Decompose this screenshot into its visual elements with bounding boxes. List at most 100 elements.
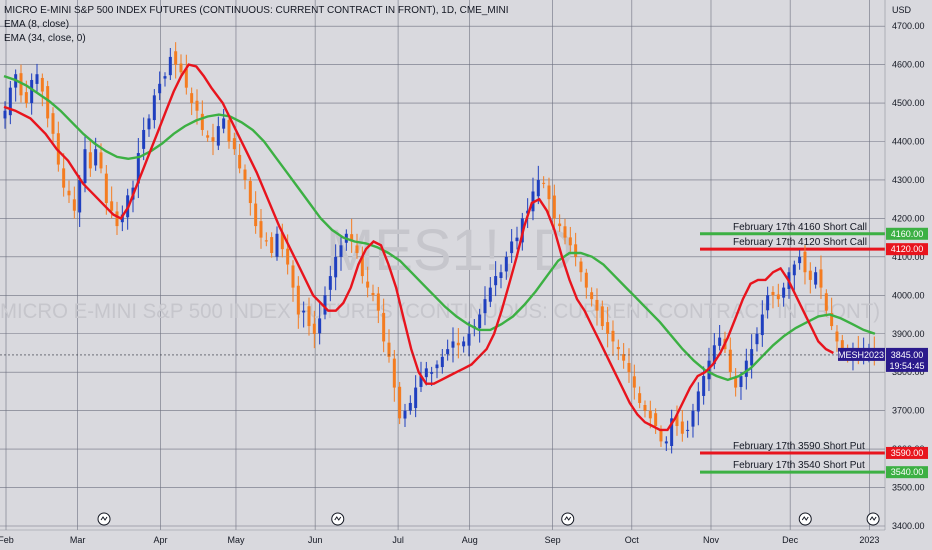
candle-body [782,287,786,298]
candle-body [456,342,460,346]
candle-body [622,354,626,361]
candle-body [638,393,642,403]
candle-body [216,126,220,146]
candle-body [248,180,252,204]
candle-body [430,372,434,374]
time-axis[interactable]: Feb Mar Apr May Jun Jul Aug Sep Oct Nov Dec 2023 [0,535,879,545]
price-tick-label: 4700.00 [892,21,925,31]
candle-body [686,429,690,431]
event-glyph-icon [564,516,572,521]
candle-body [702,376,706,396]
candle-body [392,358,396,388]
time-tick-label: May [227,535,245,545]
candle-body [728,349,732,373]
price-tick-label: 3500.00 [892,483,925,493]
candle-body [232,138,236,150]
bar-countdown: 19:54:45 [889,361,924,371]
candle-body [563,226,567,238]
candle-body [259,221,263,238]
time-tick-label: Jun [308,535,323,545]
candle-body [78,179,82,213]
level-label: February 17th 4160 Short Call [733,222,867,233]
candle-body [611,330,615,342]
candle-body [184,68,188,88]
candle-body [547,185,551,200]
candle-body [840,340,844,350]
candle-body [286,248,290,265]
candle-body [104,173,108,204]
candle-body [798,256,802,264]
candle-body [142,129,146,149]
candle-body [382,312,386,342]
candle-body [280,232,284,250]
price-tick-label: 3700.00 [892,406,925,416]
candle-body [83,149,87,183]
candle-body [312,323,316,334]
candle-body [291,265,295,288]
price-tick-label: 4300.00 [892,175,925,185]
price-tick-label: 3400.00 [892,521,925,531]
candle-body [366,281,370,288]
level-price-tag-text: 4160.00 [891,229,924,239]
candle-body [376,293,380,311]
time-tick-label: Sep [545,535,561,545]
candle-body [419,376,423,387]
candle-body [766,295,770,311]
event-glyph-icon [801,516,809,521]
candle-body [275,233,279,257]
time-tick-label: Feb [0,535,14,545]
candle-body [158,83,162,94]
candle-body [211,137,215,142]
candle-body [632,376,636,388]
level-price-tag [886,243,928,256]
candle-body [302,310,306,313]
candle-body [483,299,487,314]
level-price-tag [886,466,928,479]
candle-body [451,341,455,348]
candle-body [739,376,743,388]
price-tick-label: 4500.00 [892,98,925,108]
price-tick-label: 4200.00 [892,213,925,223]
candle-body [691,410,695,427]
candle-body [558,223,562,227]
candle-body [19,73,23,96]
candle-body [670,418,674,447]
candle-body [803,251,807,273]
candle-body [467,333,471,346]
price-tick-label: 4100.00 [892,252,925,262]
candle-body [440,356,444,368]
level-label: February 17th 3540 Short Put [733,460,865,471]
price-axis[interactable]: 3400.003500.003600.003700.003800.003900.… [892,21,925,531]
legend-title: MICRO E-MINI S&P 500 INDEX FUTURES (CONT… [4,5,509,16]
candle-body [574,244,578,257]
candle-body [110,201,114,211]
candle-body [328,276,332,290]
candle-body [30,79,34,104]
candle-body [424,368,428,378]
candle-body [40,77,44,92]
candle-body [72,199,76,211]
candle-body [163,76,167,79]
candle-body [835,331,839,342]
last-price-value: 3845.00 [891,350,924,360]
candle-body [552,195,556,219]
candle-body [696,391,700,412]
candle-body [595,299,599,311]
legend: MICRO E-MINI S&P 500 INDEX FUTURES (CONT… [4,4,508,46]
time-tick-label: Aug [462,535,478,545]
candle-body [579,261,583,273]
ema8-line [3,63,834,432]
candle-body [174,51,178,65]
candle-body [254,203,258,227]
candle-body [584,272,588,288]
event-icons[interactable] [97,512,880,526]
candle-body [680,421,684,434]
candle-body [99,152,103,169]
time-tick-label: Oct [625,535,640,545]
candle-body [200,113,204,130]
candle-body [323,295,327,315]
candle-body [168,56,172,76]
candle-body [606,322,610,334]
